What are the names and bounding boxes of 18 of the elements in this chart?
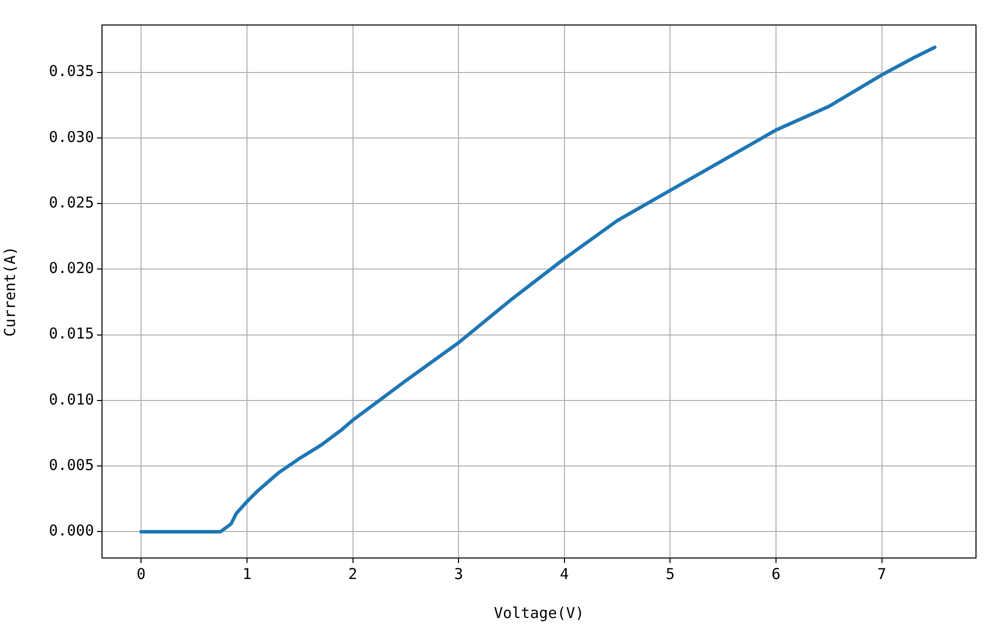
y-axis-title: Current(A) [0, 246, 19, 337]
y-tick-label: 0.005 [48, 456, 94, 474]
y-tick-label: 0.035 [48, 62, 94, 80]
x-tick-label: 6 [772, 564, 781, 583]
x-tick-label: 5 [666, 564, 675, 583]
y-tick-label: 0.015 [48, 324, 94, 343]
x-tick-label: 2 [348, 564, 358, 583]
y-tick-label: 0.025 [48, 193, 94, 212]
x-tick-label: 1 [242, 564, 252, 583]
x-axis-title: Voltage(V) [494, 604, 584, 622]
y-tick-label: 0.030 [48, 128, 94, 146]
x-tick-label: 0 [136, 564, 146, 583]
x-tick-label: 7 [877, 564, 886, 583]
y-tick-label: 0.020 [48, 259, 94, 278]
x-tick-label: 4 [560, 564, 569, 583]
y-tick-label: 0.000 [48, 522, 94, 540]
y-tick-label: 0.010 [48, 390, 94, 408]
x-tick-label: 3 [454, 564, 464, 583]
